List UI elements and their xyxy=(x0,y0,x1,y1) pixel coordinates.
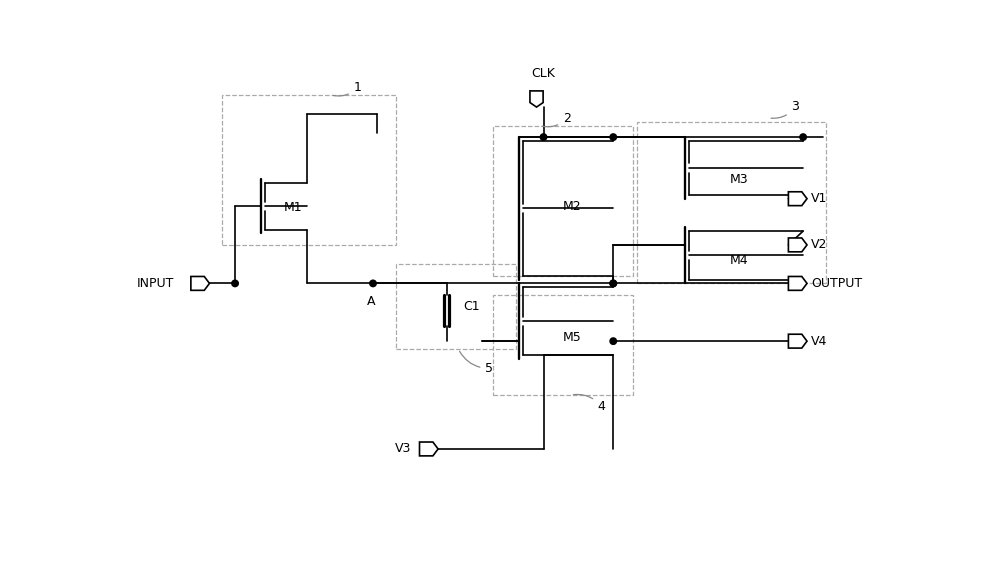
Polygon shape xyxy=(191,276,209,290)
Circle shape xyxy=(610,338,617,345)
Text: C1: C1 xyxy=(464,300,480,313)
Text: V4: V4 xyxy=(811,334,827,347)
Circle shape xyxy=(610,280,617,286)
Text: M1: M1 xyxy=(284,202,302,215)
Circle shape xyxy=(540,134,547,140)
Text: A: A xyxy=(366,294,375,307)
Circle shape xyxy=(370,280,376,286)
Bar xyxy=(493,125,633,276)
Text: V1: V1 xyxy=(811,192,827,205)
Bar xyxy=(493,295,633,395)
Bar xyxy=(222,95,396,245)
Polygon shape xyxy=(530,91,543,107)
Text: INPUT: INPUT xyxy=(137,277,174,290)
Bar xyxy=(637,121,826,284)
Text: CLK: CLK xyxy=(532,67,555,80)
Polygon shape xyxy=(788,238,807,252)
Text: M2: M2 xyxy=(563,200,582,213)
Polygon shape xyxy=(420,442,438,456)
Text: V2: V2 xyxy=(811,238,827,251)
Text: 2: 2 xyxy=(542,112,571,127)
Circle shape xyxy=(800,134,806,140)
Circle shape xyxy=(610,280,617,286)
Polygon shape xyxy=(788,276,807,290)
Text: 3: 3 xyxy=(771,100,799,118)
Circle shape xyxy=(232,280,238,286)
Text: M4: M4 xyxy=(730,254,748,267)
Text: V3: V3 xyxy=(395,442,412,455)
Text: 1: 1 xyxy=(333,81,362,96)
Circle shape xyxy=(610,134,617,140)
Polygon shape xyxy=(788,334,807,348)
Bar xyxy=(396,264,516,349)
Polygon shape xyxy=(788,192,807,206)
Text: 4: 4 xyxy=(573,394,606,414)
Text: M5: M5 xyxy=(563,331,582,344)
Text: OUTPUT: OUTPUT xyxy=(811,277,862,290)
Text: M3: M3 xyxy=(730,173,748,186)
Text: 5: 5 xyxy=(460,351,493,375)
